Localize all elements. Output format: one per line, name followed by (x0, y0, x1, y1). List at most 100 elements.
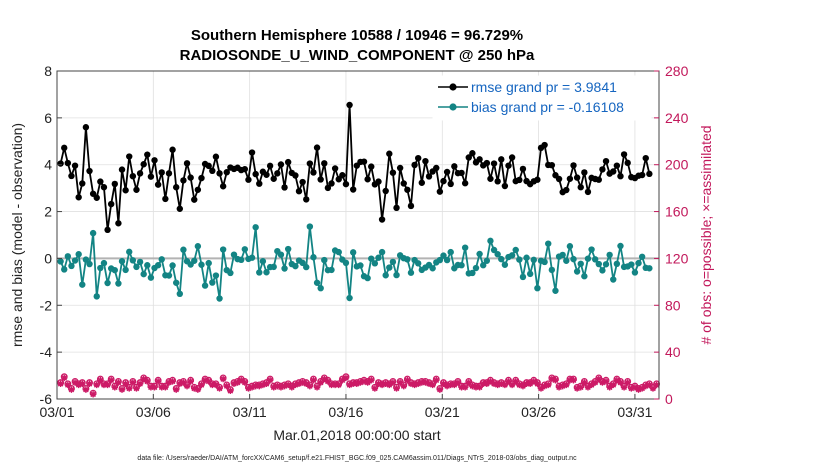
rmse-point (126, 153, 133, 160)
obs-assimilated-marker (331, 381, 339, 389)
rmse-point (216, 170, 223, 177)
obs-assimilated-marker (548, 375, 556, 383)
obs-assimilated-marker (628, 385, 635, 392)
rmse-point (281, 184, 288, 191)
obs-assimilated-marker (440, 380, 447, 387)
bias-point (248, 254, 256, 261)
rmse-point (382, 187, 389, 195)
rmse-point (339, 172, 346, 179)
obs-assimilated-marker (259, 381, 267, 389)
bias-point (573, 268, 581, 275)
bias-point (490, 246, 498, 254)
obs-assimilated-marker (631, 384, 639, 391)
rmse-point (180, 177, 187, 184)
obs-assimilated-marker (100, 381, 108, 389)
legend-box (432, 75, 652, 121)
rmse-point (396, 164, 404, 172)
bias-point (299, 259, 306, 267)
bias-point (530, 256, 537, 264)
bias-point (404, 256, 411, 263)
obs-assimilated-marker (158, 384, 165, 391)
rmse-point (577, 184, 584, 191)
rmse-point (389, 169, 397, 176)
legend-bias-marker (449, 103, 457, 111)
rmse-point (162, 195, 169, 203)
bias-point (498, 255, 505, 263)
rmse-point (136, 170, 144, 177)
obs-assimilated-marker (494, 381, 501, 389)
rmse-point (79, 180, 86, 187)
rmse-point (447, 180, 454, 188)
bias-point (461, 244, 469, 251)
obs-assimilated-marker (519, 382, 527, 390)
obs-assimilated-marker (613, 377, 621, 384)
bias-point (552, 287, 559, 294)
obs-assimilated-marker (209, 381, 216, 389)
bias-point (281, 265, 288, 272)
rmse-point (415, 154, 422, 162)
rmse-point (292, 172, 299, 179)
obs-assimilated-marker (360, 378, 368, 385)
rmse-point (324, 184, 332, 192)
rmse-point (317, 176, 324, 183)
obs-assimilated-marker (508, 381, 516, 389)
legend-bias-label: bias grand pr = -0.16108 (471, 99, 624, 115)
obs-assimilated-marker (530, 378, 537, 385)
rmse-point (93, 194, 100, 201)
rmse-point (165, 170, 173, 177)
x-axis-label: Mar.01,2018 00:00:00 start (273, 427, 440, 443)
obs-assimilated-marker (97, 377, 104, 384)
obs-assimilated-marker (317, 379, 324, 386)
obs-assimilated-marker (118, 386, 126, 393)
rmse-point (140, 161, 147, 168)
y-axis-label-left: rmse and bias (model - observation) (9, 123, 25, 347)
bias-point (389, 258, 397, 266)
bias-point (219, 246, 227, 253)
bias-point (277, 251, 285, 258)
obs-assimilated-marker (617, 379, 624, 386)
obs-assimilated-marker (89, 391, 97, 398)
rmse-point (642, 154, 649, 162)
bias-point (57, 258, 64, 265)
bias-point (508, 252, 516, 259)
obs-assimilated-marker (205, 378, 212, 385)
bias-point (270, 263, 277, 271)
bias-point (303, 263, 310, 271)
rmse-point (505, 162, 512, 169)
obs-assimilated-marker (642, 382, 649, 390)
bias-point (523, 254, 530, 261)
bias-point (129, 257, 137, 264)
obs-assimilated-marker (483, 380, 491, 387)
bias-point (317, 284, 324, 292)
bias-point (82, 256, 90, 263)
rmse-point (313, 144, 321, 151)
rmse-point (433, 164, 440, 172)
bias-point (86, 260, 93, 268)
bias-point (93, 293, 100, 300)
bias-point (606, 251, 613, 259)
y-tick-label-right: 0 (665, 391, 673, 407)
bias-point (64, 253, 72, 260)
bias-point (357, 262, 364, 269)
chart-subtitle: RADIOSONDE_U_WIND_COMPONENT @ 250 hPa (180, 47, 535, 64)
y-tick-label-right: 80 (665, 297, 681, 313)
bias-point (212, 272, 220, 279)
rmse-point (487, 175, 494, 182)
y-tick-label-left: 8 (44, 63, 52, 79)
bias-point (126, 248, 133, 256)
rmse-point (411, 161, 418, 169)
obs-assimilated-marker (115, 379, 122, 386)
obs-assimilated-marker (368, 377, 375, 384)
bias-point (570, 255, 577, 263)
obs-assimilated-marker (295, 380, 303, 387)
bias-point (263, 269, 270, 276)
rmse-point (303, 196, 310, 203)
bias-point (591, 256, 599, 263)
obs-assimilated-marker (342, 374, 350, 382)
bias-point (635, 259, 642, 267)
bias-point (75, 251, 82, 258)
rmse-point (147, 173, 155, 180)
obs-assimilated-marker (321, 375, 328, 383)
rmse-point (566, 175, 574, 182)
bias-point (393, 271, 400, 279)
